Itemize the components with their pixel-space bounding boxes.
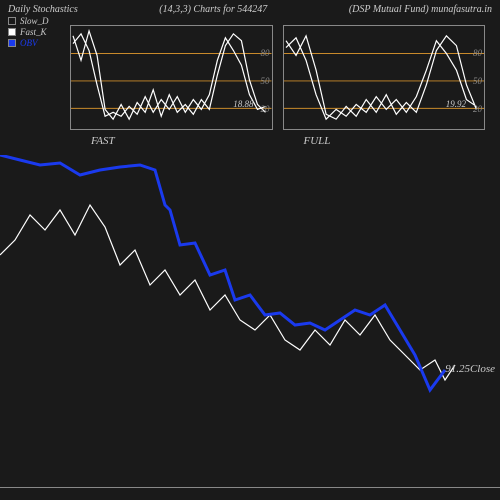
header: Daily Stochastics (14,3,3) Charts for 54… [0,0,500,15]
header-left: Daily Stochastics [8,4,78,15]
legend: Slow_DFast_KOBV [8,16,49,49]
panel-tick: 20 [261,104,270,114]
close-label: 91.25Close [445,363,495,375]
panel-tick: 50 [261,76,270,86]
panels-container: 80502018.88FAST80502019.92FULL [70,25,485,130]
panel-tick: 80 [473,48,482,58]
main-chart-svg [0,155,500,480]
panel-tick: 20 [473,104,482,114]
panel-tick: 80 [261,48,270,58]
panel-value: 18.88 [233,99,253,109]
panel-label: FAST [91,135,115,147]
legend-item: Slow_D [8,16,49,26]
legend-label: OBV [20,38,38,48]
main-chart: 91.25Close [0,155,500,480]
legend-label: Slow_D [20,16,49,26]
legend-marker [8,28,16,36]
legend-item: Fast_K [8,27,49,37]
legend-label: Fast_K [20,27,47,37]
header-right: (DSP Mutual Fund) munafasutra.in [349,4,492,15]
legend-marker [8,39,16,47]
header-center: (14,3,3) Charts for 544247 [159,4,267,15]
legend-item: OBV [8,38,49,48]
panel-value: 19.92 [446,99,466,109]
legend-marker [8,17,16,25]
panel-label: FULL [304,135,331,147]
fast-panel: 80502018.88FAST [70,25,273,130]
full-panel: 80502019.92FULL [283,25,486,130]
bottom-axis-line [0,487,500,488]
panel-tick: 50 [473,76,482,86]
